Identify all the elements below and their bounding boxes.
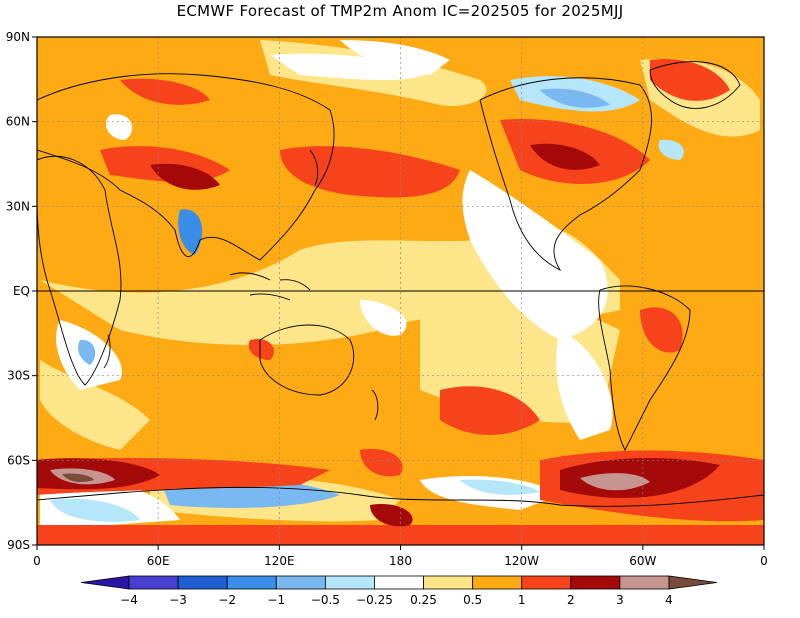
colorbar-label: 0.5: [463, 593, 482, 607]
lon-tick-label: 60E: [147, 554, 170, 568]
colorbar-swatch: [374, 575, 424, 590]
colorbar-swatch: [472, 575, 523, 590]
lat-tick-label: 60N: [6, 115, 30, 129]
longitude-axis: 0 60E 120E 180 120W 60W 0: [33, 545, 768, 568]
colorbar-swatch: [619, 575, 670, 590]
colorbar-label: −3: [169, 593, 187, 607]
colorbar-swatch: [275, 575, 326, 590]
lat-tick-label: EQ: [13, 284, 30, 298]
lat-tick-label: 30N: [6, 199, 30, 213]
colorbar-label: 4: [665, 593, 673, 607]
graticule: [37, 37, 764, 545]
coastlines: [37, 61, 764, 507]
lat-tick-label: 90N: [6, 30, 30, 44]
lat-tick-label: 60S: [7, 453, 30, 467]
lon-tick-label: 0: [33, 554, 41, 568]
colorbar: −4 −3 −2 −1 −0.5 −0.25 0.25 0.5 1 2 3 4: [80, 575, 718, 607]
colorbar-high-arrow: [668, 575, 718, 590]
colorbar-label: 3: [616, 593, 624, 607]
colorbar-label: −0.5: [311, 593, 340, 607]
lat-tick-label: 90S: [7, 538, 30, 552]
colorbar-swatch: [324, 575, 375, 590]
colorbar-low-arrow: [80, 575, 130, 590]
colorbar-label: −0.25: [356, 593, 393, 607]
lon-tick-label: 0: [760, 554, 768, 568]
colorbar-swatch: [521, 575, 572, 590]
lon-tick-label: 180: [389, 554, 412, 568]
lon-tick-label: 120E: [264, 554, 295, 568]
colorbar-label: −1: [267, 593, 285, 607]
latitude-axis: 90N 60N 30N EQ 30S 60S 90S: [6, 30, 37, 552]
lon-tick-label: 120W: [504, 554, 539, 568]
colorbar-label: 2: [567, 593, 575, 607]
colorbar-label: 1: [518, 593, 526, 607]
colorbar-label: −4: [120, 593, 138, 607]
colorbar-label: −2: [218, 593, 236, 607]
colorbar-swatch: [423, 575, 474, 590]
colorbar-swatch: [177, 575, 228, 590]
colorbar-swatch: [226, 575, 277, 590]
lon-tick-label: 60W: [629, 554, 656, 568]
colorbar-label: 0.25: [410, 593, 437, 607]
map-title: ECMWF Forecast of TMP2m Anom IC=202505 f…: [176, 2, 624, 20]
colorbar-swatch: [570, 575, 621, 590]
lat-tick-label: 30S: [7, 369, 30, 383]
colorbar-swatch: [128, 575, 179, 590]
